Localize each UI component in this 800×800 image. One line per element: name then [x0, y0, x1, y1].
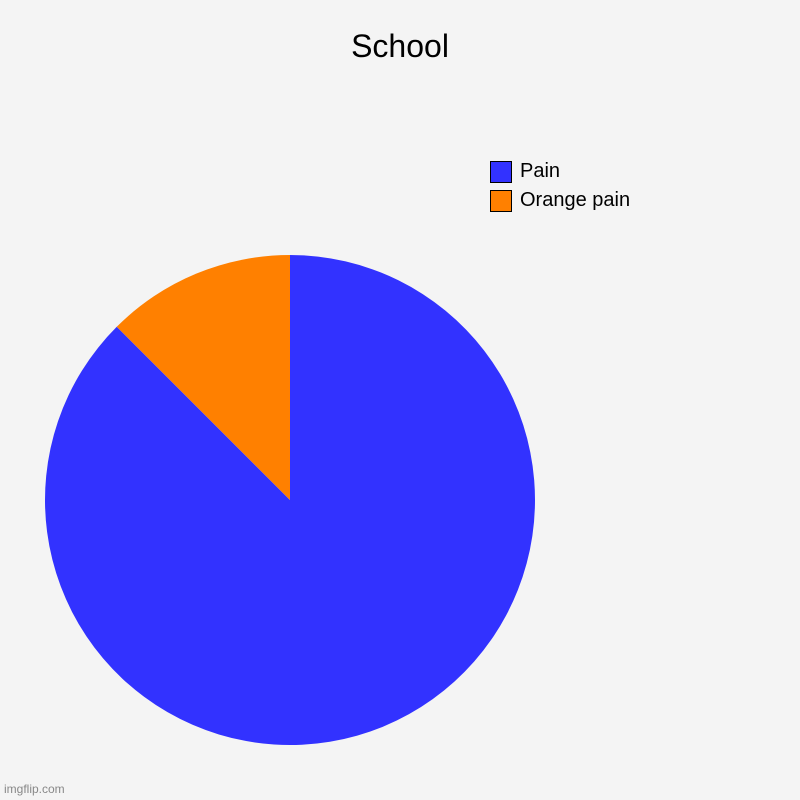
pie-chart — [0, 0, 800, 800]
legend-swatch-0 — [490, 161, 512, 183]
chart-container: School PainOrange pain imgflip.com — [0, 0, 800, 800]
legend-label-0: Pain — [520, 160, 560, 183]
legend-item-0: Pain — [490, 160, 630, 183]
legend-label-1: Orange pain — [520, 189, 630, 212]
legend-swatch-1 — [490, 190, 512, 212]
pie-svg — [0, 0, 800, 800]
legend-item-1: Orange pain — [490, 189, 630, 212]
legend: Pain Orange pain — [490, 160, 630, 218]
watermark: imgflip.com — [4, 782, 65, 796]
